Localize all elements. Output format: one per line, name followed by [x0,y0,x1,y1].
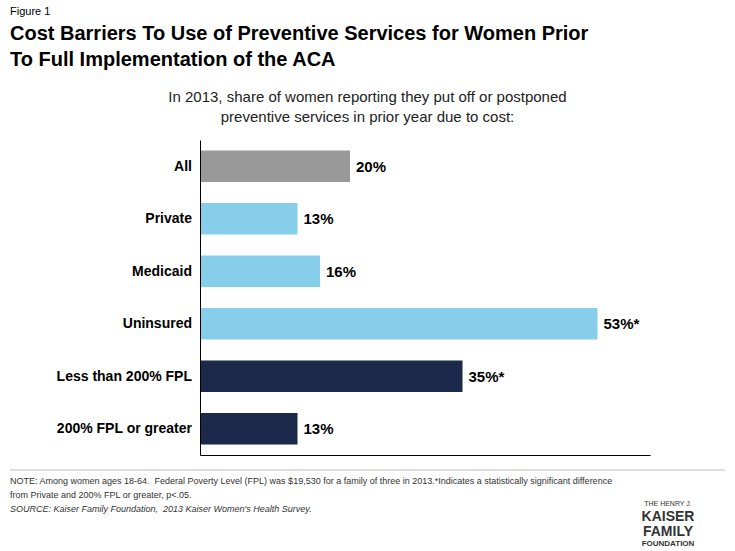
y-tick: Medicaid [132,263,192,279]
separator [10,470,725,471]
note: from Private and 200% FPL or greater, p<… [10,490,192,500]
y-tick-label: Uninsured [123,315,192,331]
y-tick: All [174,158,192,174]
bar [200,308,598,340]
data-label: 13% [304,420,334,437]
y-axis: All Private Medicaid Uninsured Less than 200… [57,141,201,456]
chart: Figure 1 Cost Barriers To Use of Preventi… [0,0,735,551]
data-labels: 20% 13% 16% 53%* 35%* 13% [304,158,640,438]
y-tick: Private [145,210,192,226]
y-tick-label: All [174,158,192,174]
logo-text: FOUNDATION [642,539,695,548]
y-tick: Less than 200% FPL [57,368,193,384]
data-label: 13% [304,210,334,227]
figure-label: Figure 1 [10,5,50,17]
bar [200,151,350,183]
bar [200,203,298,235]
note: NOTE: Among women ages 18-64. Federal Po… [10,476,612,486]
subtitle: preventive services in prior year due to… [221,108,514,125]
bar [200,361,463,393]
y-tick-label: Private [145,210,192,226]
data-label: 16% [326,263,356,280]
y-tick-label: Medicaid [132,263,192,279]
y-axis-line [200,141,201,456]
logo-text: KAISER [642,508,695,524]
data-label: 35%* [469,368,505,385]
y-tick: 200% FPL or greater [57,420,193,436]
bar [200,256,320,288]
y-tick-label: 200% FPL or greater [57,420,193,436]
note: SOURCE: Kaiser Family Foundation, 2013 K… [10,504,312,514]
logo-text: FAMILY [643,523,694,539]
subtitle: In 2013, share of women reporting they p… [168,88,566,105]
logo-text: THE HENRY J. [644,500,692,507]
data-label: 20% [356,158,386,175]
bars [200,151,598,445]
bar [200,413,298,445]
y-tick: Uninsured [123,315,192,331]
x-axis-line [201,455,651,456]
y-tick-label: Less than 200% FPL [57,368,193,384]
x-axis [201,455,651,456]
title: To Full Implementation of the ACA [10,48,336,70]
data-label: 53%* [604,315,640,332]
title: Cost Barriers To Use of Preventive Servi… [10,22,589,44]
